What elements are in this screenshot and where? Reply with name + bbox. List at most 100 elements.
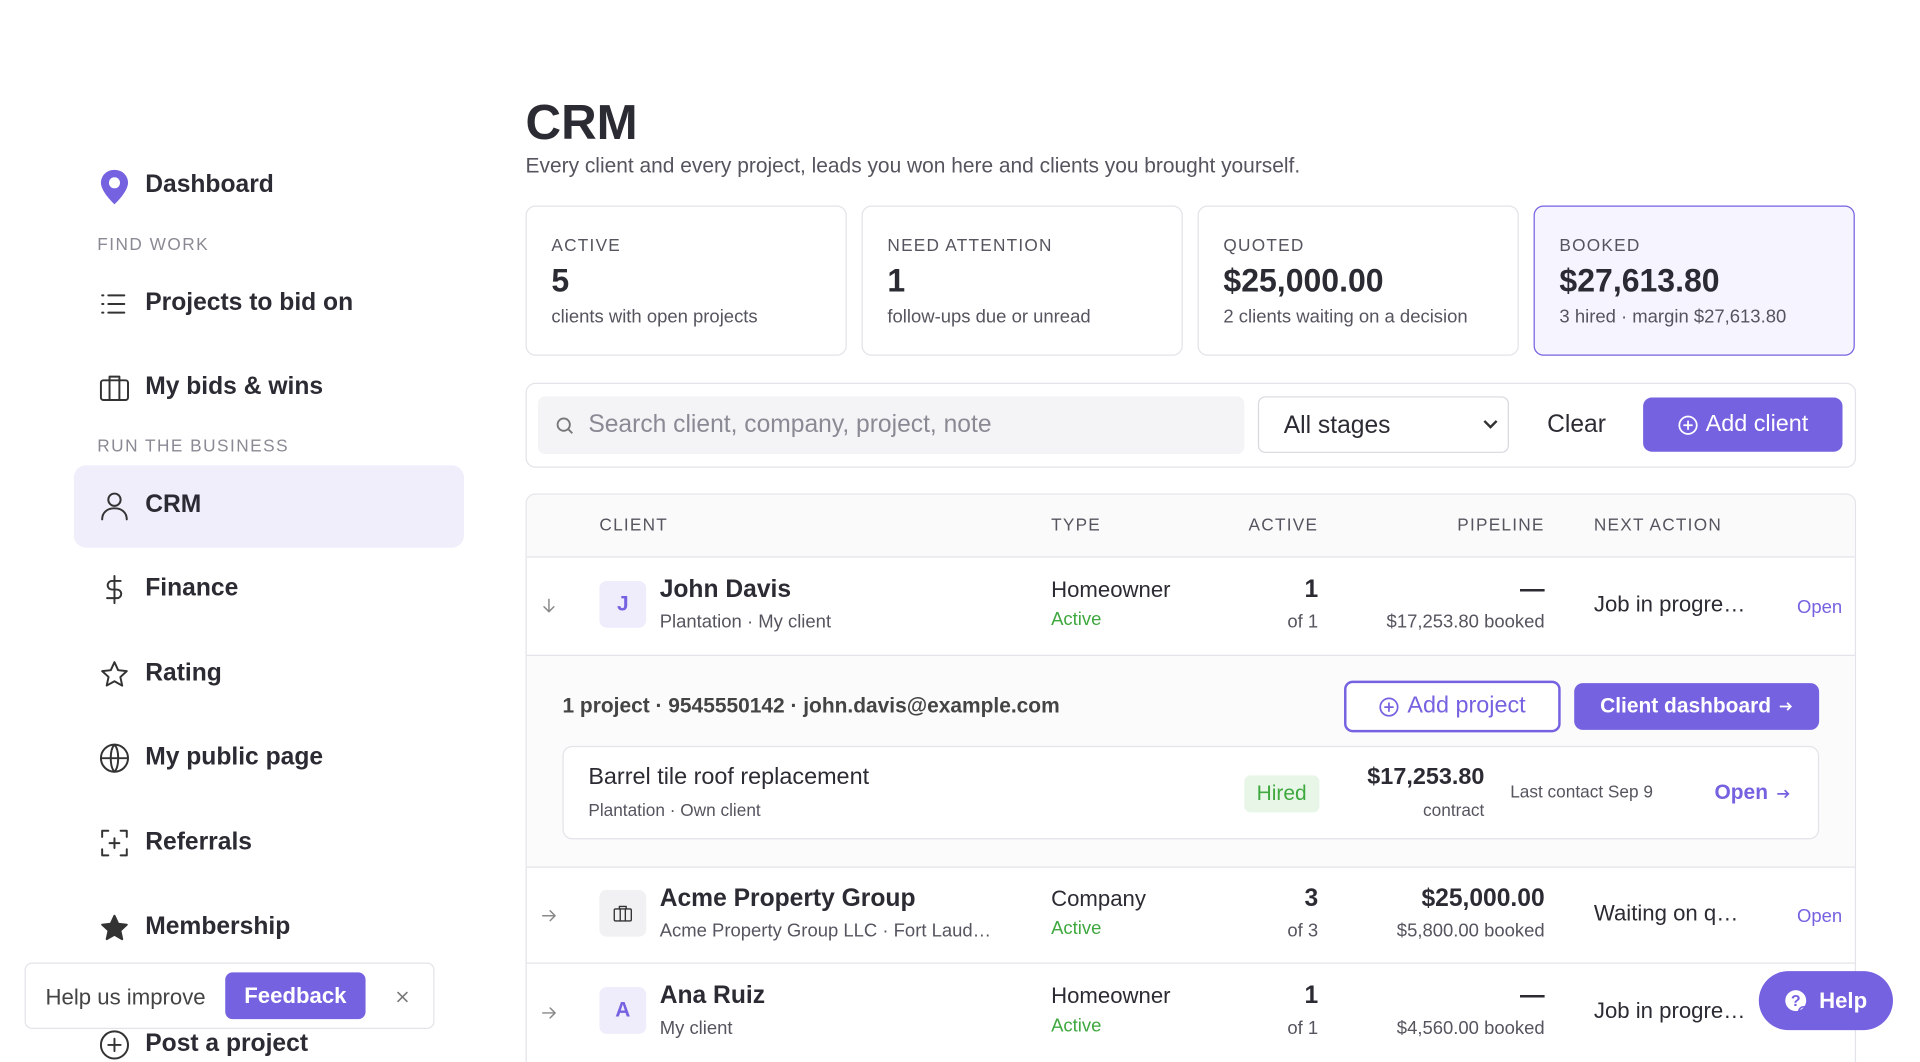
project-status: Hired: [1244, 775, 1319, 813]
svg-text:?: ?: [1791, 993, 1801, 1010]
nav-item[interactable]: My bids & wins: [145, 372, 324, 401]
row-toggle: [542, 1007, 556, 1019]
booked-value: $4,560.00 booked: [1396, 1017, 1545, 1039]
client-avatar: A: [599, 987, 647, 1034]
nav-item[interactable]: CRM: [145, 491, 202, 519]
stage-select[interactable]: All stages: [1257, 396, 1509, 453]
client-sub: Acme Property Group LLC · Fort Laud…: [659, 920, 992, 942]
client-dashboard-button[interactable]: Client dashboard: [1574, 683, 1820, 730]
nav-icon: [101, 492, 128, 521]
column-header: TYPE: [1051, 514, 1102, 535]
pipeline-value: —: [1520, 576, 1545, 604]
stat-value: $27,613.80: [1559, 262, 1720, 300]
project-name: Barrel tile roof replacement: [588, 764, 870, 791]
pipeline-value: $25,000.00: [1421, 884, 1545, 913]
row-divider: [526, 962, 1855, 964]
nav-icon: [106, 575, 123, 605]
stat-card: [1533, 205, 1855, 356]
client-avatar: [599, 889, 647, 937]
stat-label: QUOTED: [1223, 235, 1305, 255]
client-status: Active: [1051, 918, 1102, 940]
stat-card: [861, 205, 1183, 356]
client-name[interactable]: Acme Property Group: [659, 884, 916, 913]
active-total: of 3: [1287, 920, 1319, 942]
add-client-label: Add client: [1705, 411, 1809, 437]
dashboard-icon: [100, 169, 129, 205]
company-icon: [613, 905, 632, 922]
client-name[interactable]: Ana Ruiz: [659, 982, 766, 1010]
booked-value: $5,800.00 booked: [1396, 920, 1545, 942]
project-amount-note: contract: [1423, 800, 1485, 820]
nav-icon: [99, 1030, 129, 1060]
next-action: Job in progre…: [1593, 998, 1746, 1023]
client-type: Homeowner: [1051, 577, 1171, 602]
add-client-button[interactable]: Add client: [1643, 397, 1843, 452]
add-project-label: Add project: [1407, 692, 1526, 719]
open-link[interactable]: Open: [1796, 596, 1843, 618]
project-open-link[interactable]: Open: [1714, 780, 1768, 804]
nav-item[interactable]: Rating: [145, 659, 222, 687]
stat-label: BOOKED: [1559, 235, 1641, 255]
nav-icon: [99, 743, 129, 773]
nav-item[interactable]: Finance: [145, 574, 239, 602]
column-header: ACTIVE: [1248, 514, 1319, 535]
project-sub: Plantation · Own client: [588, 800, 761, 820]
active-count: 1: [1304, 576, 1319, 604]
active-count: 3: [1304, 884, 1319, 913]
filter-bar: [525, 382, 1857, 468]
plus-icon: [1379, 696, 1400, 717]
nav-dashboard[interactable]: Dashboard: [145, 171, 274, 199]
nav-icon: [99, 375, 129, 401]
page-subtitle: Every client and every project, leads yo…: [525, 153, 1301, 178]
client-sub: Plantation · My client: [659, 611, 832, 633]
project-last-contact: Last contact Sep 9: [1510, 781, 1653, 802]
feedback-button[interactable]: Feedback: [225, 972, 366, 1020]
stat-label: ACTIVE: [551, 235, 622, 255]
client-type: Company: [1051, 886, 1146, 911]
help-label: Help: [1819, 987, 1868, 1013]
stage-select-value: All stages: [1283, 412, 1391, 440]
nav-section-label: FIND WORK: [97, 233, 210, 254]
stat-value: 5: [551, 262, 570, 300]
stat-label: NEED ATTENTION: [887, 235, 1053, 255]
nav-item[interactable]: Projects to bid on: [145, 289, 354, 317]
booked-value: $17,253.80 booked: [1386, 611, 1545, 633]
open-link[interactable]: Open: [1796, 905, 1843, 927]
nav-item[interactable]: Post a project: [145, 1030, 309, 1058]
client-name[interactable]: John Davis: [659, 576, 792, 604]
stat-note: 3 hired · margin $27,613.80: [1559, 306, 1787, 328]
stat-note: follow-ups due or unread: [887, 306, 1091, 328]
stat-card: [525, 205, 847, 356]
stat-card: [1197, 205, 1519, 356]
next-action: Waiting on q…: [1593, 900, 1739, 926]
close-icon[interactable]: [396, 991, 408, 1003]
open-link[interactable]: Open: [1796, 1003, 1843, 1025]
client-dashboard-label: Client dashboard: [1600, 694, 1772, 718]
search-input[interactable]: Search client, company, project, note: [537, 396, 1245, 455]
help-button[interactable]: ? Help: [1758, 971, 1893, 1031]
feedback-box: Help us improve Feedback: [24, 962, 435, 1029]
nav-item[interactable]: My public page: [145, 743, 324, 771]
nav-icon: [101, 914, 128, 941]
column-header: CLIENT: [599, 514, 669, 535]
nav-item[interactable]: Membership: [145, 913, 291, 941]
nav-icon: [101, 294, 126, 314]
nav-section-label: RUN THE BUSINESS: [97, 435, 290, 456]
active-count: 1: [1304, 982, 1319, 1010]
add-project-button[interactable]: Add project: [1344, 680, 1561, 733]
active-total: of 1: [1287, 1017, 1319, 1039]
client-status: Active: [1051, 1015, 1102, 1037]
client-type: Homeowner: [1051, 983, 1171, 1009]
row-toggle: [542, 910, 556, 922]
clear-button[interactable]: Clear: [1547, 411, 1606, 439]
nav-item[interactable]: Referrals: [145, 828, 252, 856]
client-status: Active: [1051, 609, 1102, 631]
project-card: Barrel tile roof replacement Plantation …: [562, 745, 1820, 840]
stat-value: 1: [887, 262, 906, 300]
client-avatar: J: [599, 580, 647, 628]
column-header: PIPELINE: [1457, 514, 1545, 535]
search-icon: [556, 417, 573, 434]
nav-icon: [101, 661, 128, 687]
